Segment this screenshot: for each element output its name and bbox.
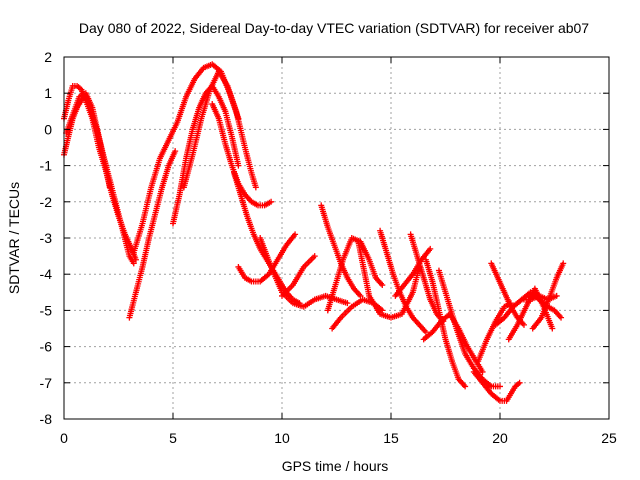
y-tick-label: -4 xyxy=(40,266,53,282)
x-tick-label: 25 xyxy=(601,430,617,446)
data-point xyxy=(311,253,318,260)
data-point xyxy=(549,325,556,332)
grid xyxy=(64,57,609,419)
x-tick-label: 5 xyxy=(169,430,177,446)
data-point xyxy=(516,379,523,386)
data-point xyxy=(462,383,469,390)
y-tick-label: -3 xyxy=(40,230,53,246)
series-arc29 xyxy=(529,260,567,332)
series-arc4 xyxy=(126,148,179,321)
data-point xyxy=(132,256,139,263)
data-point xyxy=(172,148,179,155)
y-tick-label: -7 xyxy=(40,375,53,391)
y-tick-label: -5 xyxy=(40,302,53,318)
series-arc14 xyxy=(324,235,386,314)
data-point xyxy=(479,368,486,375)
data-point xyxy=(558,314,565,321)
series-arc23 xyxy=(470,368,523,404)
data-point xyxy=(560,260,567,267)
series-arc15 xyxy=(329,296,386,332)
data-point xyxy=(553,292,560,299)
y-tick-label: 0 xyxy=(44,121,52,137)
data-point xyxy=(379,282,386,289)
y-tick-label: 2 xyxy=(44,49,52,65)
series-arc7 xyxy=(180,68,259,191)
series-arc16 xyxy=(355,238,423,321)
data-point xyxy=(422,329,429,336)
data-point xyxy=(268,198,275,205)
data-point xyxy=(106,184,113,191)
data-point xyxy=(235,162,242,169)
series-arc21 xyxy=(422,256,469,390)
x-tick-label: 20 xyxy=(492,430,508,446)
x-axis-label: GPS time / hours xyxy=(282,458,389,474)
data-point xyxy=(252,184,259,191)
x-tick-label: 10 xyxy=(274,430,290,446)
data-point xyxy=(292,231,299,238)
x-tick-label: 0 xyxy=(60,430,68,446)
data-point xyxy=(497,383,503,390)
y-axis-label: SDTVAR / TECUs xyxy=(6,182,22,294)
data-point xyxy=(520,321,527,328)
series-arc2 xyxy=(61,82,139,263)
data-point xyxy=(344,300,351,307)
x-tick-label: 15 xyxy=(383,430,399,446)
data-point xyxy=(130,260,137,267)
series-arc12 xyxy=(279,253,318,299)
y-tick-label: -1 xyxy=(40,158,53,174)
data-points xyxy=(61,61,567,404)
chart-title: Day 080 of 2022, Sidereal Day-to-day VTE… xyxy=(79,20,589,36)
y-tick-label: -6 xyxy=(40,339,53,355)
series-arc17 xyxy=(377,227,429,336)
y-tick-label: -2 xyxy=(40,194,53,210)
data-point xyxy=(427,245,434,252)
series-arc13 xyxy=(318,202,364,299)
y-tick-label: 1 xyxy=(44,85,52,101)
y-tick-label: -8 xyxy=(40,411,53,427)
